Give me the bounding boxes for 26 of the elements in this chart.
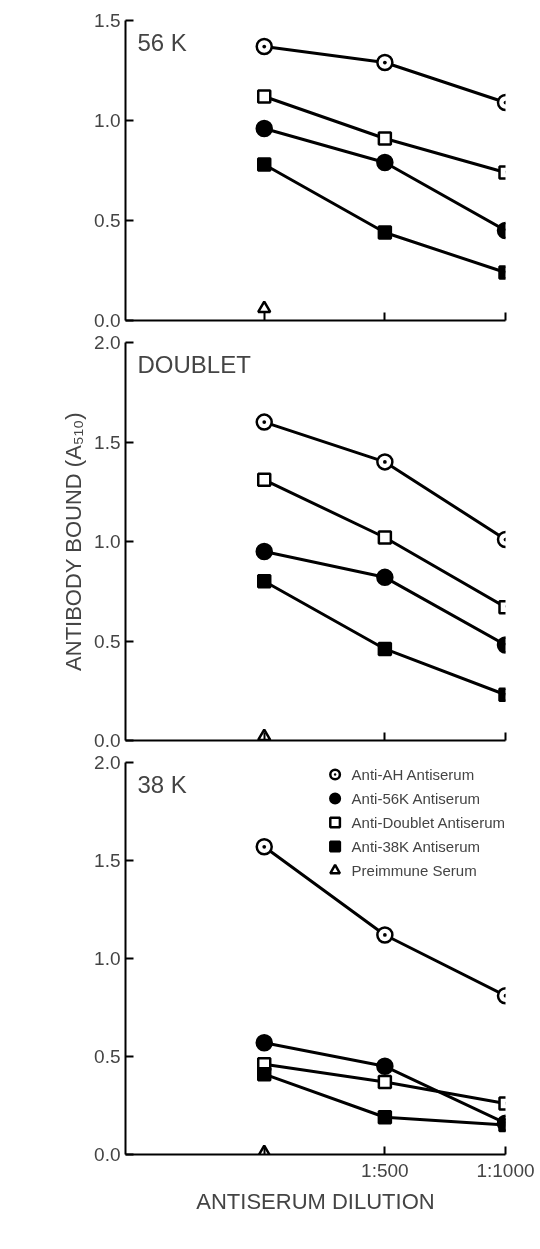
y-tick-label: 1.0 [94, 110, 121, 131]
y-axis-title: ANTIBODY BOUND (A₅₁₀) [61, 412, 87, 671]
legend-label: Anti-AH Antiserum [351, 764, 475, 784]
y-tick-label: 0.5 [94, 210, 121, 231]
y-tick-label: 2.0 [94, 332, 121, 353]
y-tick-label: 1.5 [94, 10, 121, 31]
y-tick-label: 1.5 [94, 431, 121, 453]
legend-label: Preimmune Serum [351, 860, 477, 880]
legend-label: Anti-Doublet Antiserum [351, 812, 505, 832]
y-tick-label: 0.5 [94, 1046, 121, 1067]
y-tick-label: 0.0 [94, 730, 121, 751]
y-tick-label: 0.0 [94, 1144, 121, 1165]
y-tick-label: 0.5 [94, 630, 121, 652]
y-tick-label: 1.5 [94, 850, 121, 871]
x-axis-title: ANTISERUM DILUTION [196, 1188, 435, 1214]
chart-title: 56 K [137, 28, 187, 56]
y-tick-label: 2.0 [94, 752, 121, 773]
legend-label: Anti-56K Antiserum [351, 788, 480, 808]
y-tick-label: 1.0 [94, 531, 121, 552]
chart-title: 38 K [137, 770, 187, 798]
y-tick-label: 0.0 [94, 310, 121, 331]
legend-label: Anti-38K Antiserum [351, 836, 480, 856]
y-tick-label: 1.0 [94, 948, 121, 969]
x-tick-label: 1:500 [361, 1159, 409, 1181]
x-tick-label: 1:1000 [476, 1159, 535, 1181]
chart-title: DOUBLET [137, 350, 252, 378]
